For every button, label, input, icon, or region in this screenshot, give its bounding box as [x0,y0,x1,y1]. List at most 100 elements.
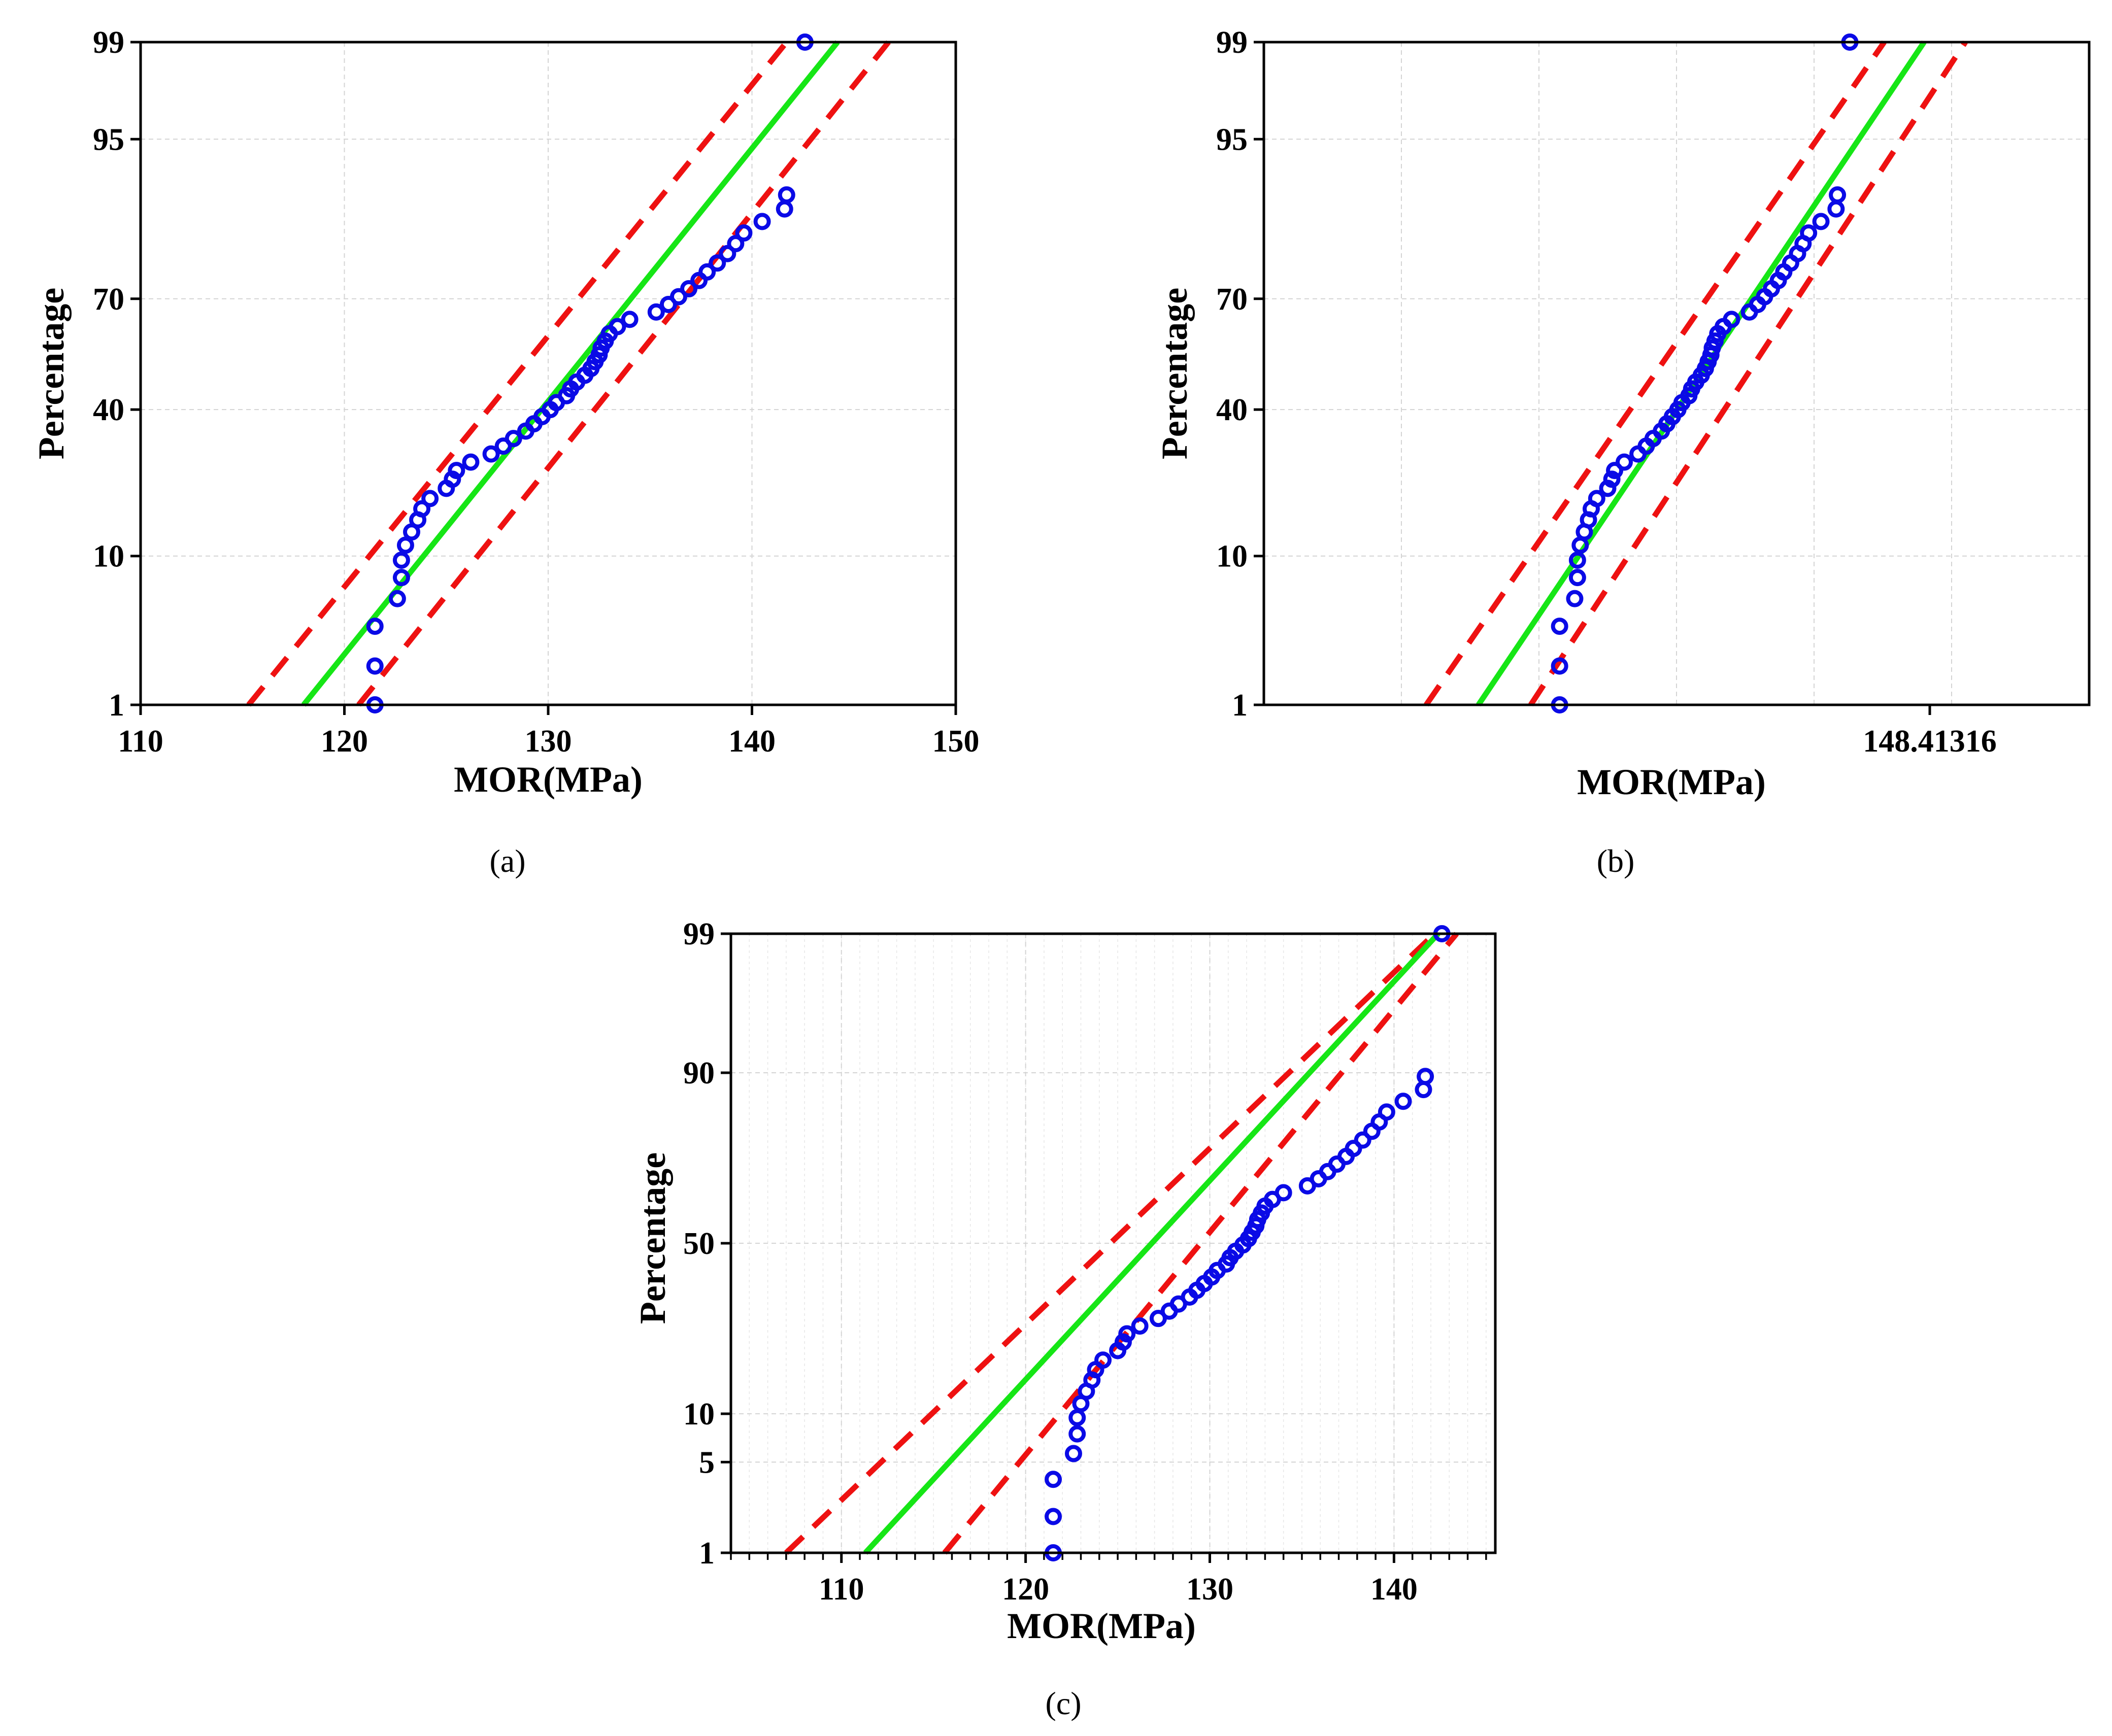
ci-upper-line-b [1424,40,1887,707]
data-point-a [366,618,384,635]
data-point-c [1045,1508,1062,1525]
x-tick-label-c: 120 [1002,1572,1049,1607]
data-point-c [1394,1093,1412,1110]
data-point-c [1118,1325,1136,1343]
data-point-a [366,657,384,675]
x-tick-label-c: 140 [1370,1572,1418,1607]
data-point-a [669,288,687,305]
y-tick-label-a: 40 [93,393,124,427]
data-point-c [1114,1333,1132,1351]
data-point-a [698,263,716,281]
y-tick-label-b: 10 [1216,539,1248,574]
data-point-a [753,213,771,230]
y-tick-label-b: 99 [1216,25,1248,60]
data-point-c [1064,1445,1082,1462]
x-tick-label-a: 150 [932,724,980,759]
data-point-a [396,536,414,554]
data-point-c [1354,1131,1371,1149]
data-point-c [1068,1425,1086,1443]
y-axis-label-c: Percentage [632,1152,673,1324]
data-point-b [1571,536,1589,554]
fit-line-a [301,40,840,707]
ci-lower-line-c [942,932,1459,1555]
x-axis-label-b: MOR(MPa) [1577,762,1766,802]
data-point-c [1131,1317,1149,1335]
data-point-a [778,186,795,204]
x-tick-label-c: 110 [819,1572,864,1607]
data-point-a [727,235,745,253]
x-axis-label-a: MOR(MPa) [454,759,643,800]
data-point-b [1568,569,1586,587]
data-point-a [735,224,753,242]
plot-frame-b [1262,41,2091,706]
data-point-b [1551,618,1568,635]
x-tick-label-a: 140 [728,724,776,759]
y-tick-label-b: 95 [1216,122,1248,157]
data-point-a [448,462,465,480]
data-point-c [1068,1409,1086,1426]
data-point-b [1588,490,1605,507]
caption-c: (c) [1045,1685,1081,1721]
data-point-b [1551,657,1568,675]
data-point-a [392,551,410,569]
data-point-c [1094,1351,1112,1369]
data-point-c [1378,1103,1395,1121]
y-tick-label-b: 40 [1216,393,1248,427]
ci-upper-line-c [784,932,1437,1555]
y-tick-label-c: 50 [683,1227,715,1261]
data-point-b [1606,462,1624,480]
data-point-a [621,311,639,328]
y-tick-label-a: 99 [93,25,124,60]
data-point-b [1568,551,1586,569]
data-point-a [421,490,439,507]
y-tick-label-a: 1 [109,688,124,723]
data-point-a [392,569,410,587]
y-tick-label-c: 99 [683,917,715,951]
y-tick-label-c: 10 [683,1397,715,1432]
data-point-b [1800,224,1818,242]
x-tick-label-a: 130 [525,724,572,759]
data-point-b [1723,311,1740,328]
data-point-c [1345,1140,1362,1158]
x-tick-label-a: 120 [321,724,368,759]
ci-lower-line-a [356,40,891,707]
x-axis-label-c: MOR(MPa) [1007,1606,1196,1646]
y-tick-label-a: 10 [93,539,124,574]
y-tick-label-a: 70 [93,282,124,317]
y-tick-label-c: 1 [699,1536,715,1571]
y-tick-label-a: 95 [93,122,124,157]
data-point-a [505,430,522,448]
data-point-b [1603,470,1621,488]
data-point-a [462,453,480,471]
x-tick-label-b: 148.41316 [1863,724,1997,759]
data-point-b [1616,453,1633,471]
data-point-a [647,303,665,321]
data-point-c [1417,1068,1434,1085]
y-axis-label-a: Percentage [31,288,72,459]
ci-lower-line-b [1528,40,1968,707]
panel-c: 110 120 130 140 1 5 10 50 90 99 MOR(MPa) Percenta… [632,917,1497,1721]
y-tick-label-c: 90 [683,1056,715,1091]
data-point-a [413,500,431,518]
data-point-a [482,445,500,463]
data-point-a [388,590,406,607]
x-tick-label-a: 110 [118,724,163,759]
x-tick-label-c: 130 [1186,1572,1233,1607]
fit-line-c [863,932,1440,1555]
caption-b: (b) [1597,843,1635,879]
data-point-a [776,200,793,218]
y-tick-label-b: 70 [1216,282,1248,317]
y-axis-label-b: Percentage [1154,288,1195,459]
data-point-b [1829,186,1847,204]
data-point-a [609,318,626,335]
y-tick-label-b: 1 [1232,688,1248,723]
y-tick-label-c: 5 [699,1445,715,1480]
data-point-c [1045,1471,1062,1488]
data-point-c [1415,1081,1432,1099]
data-point-a [709,254,726,272]
data-point-b [1812,213,1830,230]
data-point-b [1827,200,1845,218]
ci-upper-line-a [246,40,789,707]
caption-a: (a) [489,843,525,879]
